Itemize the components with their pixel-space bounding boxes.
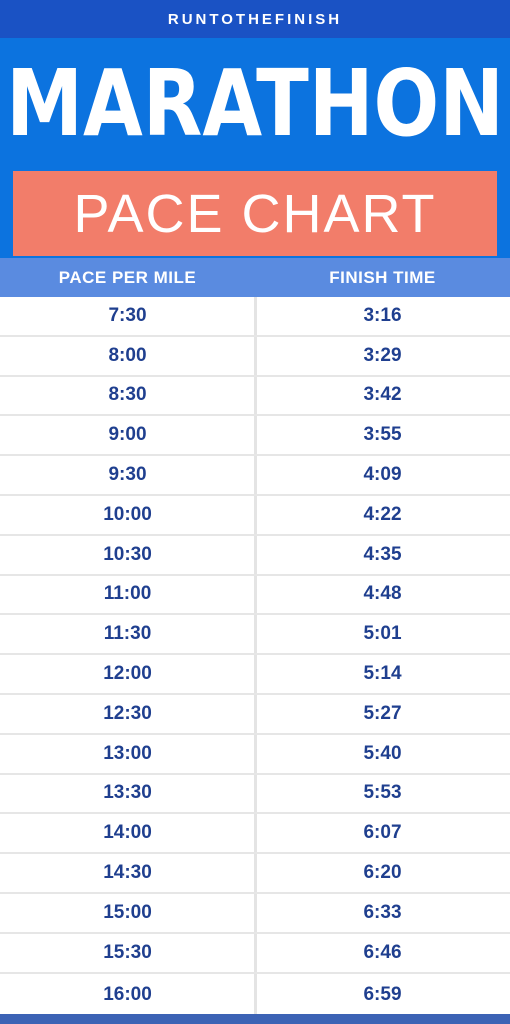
finish-time-cell: 5:27 xyxy=(363,702,402,724)
pace-cell: 10:00 xyxy=(103,503,152,525)
table-row: 15:00 6:33 xyxy=(0,894,510,934)
pace-cell: 14:00 xyxy=(103,822,152,844)
table-row: 7:30 3:16 xyxy=(0,297,510,337)
pace-cell: 12:00 xyxy=(103,663,152,685)
table-row: 14:30 6:20 xyxy=(0,854,510,894)
pace-cell: 11:00 xyxy=(103,583,152,605)
finish-time-cell: 5:01 xyxy=(363,623,402,645)
pace-cell: 10:30 xyxy=(103,543,152,565)
finish-time-cell: 3:29 xyxy=(363,344,402,366)
pace-cell: 11:30 xyxy=(103,623,152,645)
finish-time-cell: 6:20 xyxy=(363,862,402,884)
pace-cell: 12:30 xyxy=(103,702,152,724)
page-title: MARATHON xyxy=(6,50,504,157)
pace-cell: 15:30 xyxy=(103,941,152,963)
table-row: 11:00 4:48 xyxy=(0,576,510,616)
pace-cell: 13:30 xyxy=(103,782,152,804)
finish-time-cell: 5:14 xyxy=(363,663,402,685)
finish-time-cell: 3:55 xyxy=(363,424,402,446)
table-header: PACE PER MILE FINISH TIME xyxy=(0,258,510,297)
table-row: 11:30 5:01 xyxy=(0,615,510,656)
pace-cell: 7:30 xyxy=(108,304,147,326)
table-row: 10:00 4:22 xyxy=(0,496,510,536)
finish-time-cell: 5:53 xyxy=(363,782,402,804)
page-subtitle: PACE CHART xyxy=(73,183,437,244)
column-divider xyxy=(254,297,257,1014)
pace-table: 7:30 3:16 8:00 3:29 8:30 3:42 9:00 3:55 9:30 4:09… xyxy=(0,297,510,1014)
footer-bar xyxy=(0,1014,510,1024)
pace-cell: 16:00 xyxy=(103,984,152,1006)
table-row: 12:00 5:14 xyxy=(0,655,510,695)
finish-time-cell: 3:42 xyxy=(363,384,402,406)
table-row: 13:30 5:53 xyxy=(0,775,510,815)
subtitle-box: PACE CHART xyxy=(13,171,497,256)
finish-time-cell: 6:07 xyxy=(363,822,402,844)
pace-cell: 14:30 xyxy=(103,862,152,884)
table-row: 9:30 4:09 xyxy=(0,456,510,496)
table-row: 16:00 6:59 xyxy=(0,974,510,1017)
pace-cell: 13:00 xyxy=(103,742,152,764)
brand-bar: RUNTOTHEFINISH xyxy=(0,0,510,38)
pace-cell: 15:00 xyxy=(103,901,152,923)
pace-cell: 8:30 xyxy=(108,384,147,406)
finish-time-cell: 6:33 xyxy=(363,901,402,923)
finish-time-cell: 4:09 xyxy=(363,464,402,486)
finish-time-cell: 4:48 xyxy=(363,583,402,605)
header-finish-time: FINISH TIME xyxy=(329,267,436,287)
finish-time-cell: 5:40 xyxy=(363,742,402,764)
finish-time-cell: 4:35 xyxy=(363,543,402,565)
pace-cell: 8:00 xyxy=(108,344,147,366)
header-pace-per-mile: PACE PER MILE xyxy=(58,267,197,287)
brand-name: RUNTOTHEFINISH xyxy=(167,10,343,28)
finish-time-cell: 6:59 xyxy=(363,984,402,1006)
pace-cell: 9:00 xyxy=(108,424,147,446)
finish-time-cell: 6:46 xyxy=(363,941,402,963)
table-row: 12:30 5:27 xyxy=(0,695,510,735)
pace-cell: 9:30 xyxy=(108,464,147,486)
finish-time-cell: 4:22 xyxy=(363,503,402,525)
table-row: 8:00 3:29 xyxy=(0,337,510,377)
table-row: 10:30 4:35 xyxy=(0,536,510,576)
table-row: 8:30 3:42 xyxy=(0,377,510,417)
table-row: 9:00 3:55 xyxy=(0,416,510,457)
table-row: 14:00 6:07 xyxy=(0,814,510,855)
table-row: 13:00 5:40 xyxy=(0,735,510,775)
hero-banner: MARATHON PACE CHART xyxy=(0,38,510,258)
finish-time-cell: 3:16 xyxy=(363,304,402,326)
table-row: 15:30 6:46 xyxy=(0,934,510,974)
